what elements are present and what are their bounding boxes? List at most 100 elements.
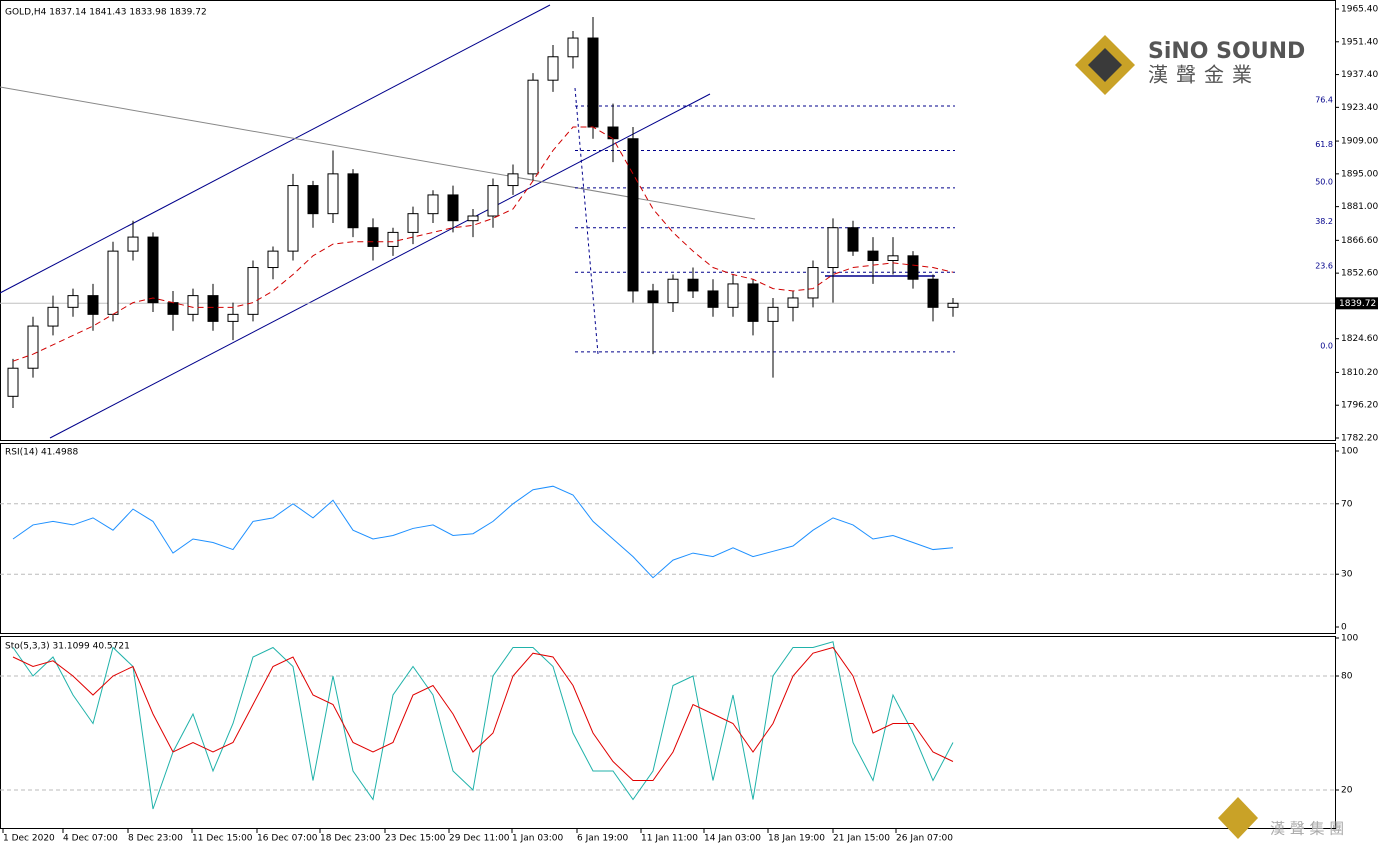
candle-body: [867, 250, 879, 261]
candle-body: [927, 278, 939, 308]
candle-body: [887, 255, 899, 261]
candle-body: [227, 313, 239, 322]
y-tick-label: 1909.00: [1341, 137, 1378, 147]
candle-body: [287, 185, 299, 252]
candle-body: [407, 213, 419, 233]
candle-body: [527, 79, 539, 175]
x-tick-label: 14 Jan 03:00: [704, 834, 761, 844]
stochastic-panel: [0, 636, 1336, 829]
last-price-box: [1336, 297, 1378, 310]
candle-body: [587, 37, 599, 128]
candle-body: [147, 236, 159, 304]
logo: SiNO SOUND 漢聲金業 漢 聲 集 團: [1075, 35, 1344, 839]
rsi-title: RSI(14) 41.4988: [5, 448, 78, 458]
x-tick-label: 18 Jan 19:00: [768, 834, 825, 844]
rsi-line: [12, 485, 954, 579]
y-tick-label: 1852.60: [1341, 269, 1378, 279]
x-tick-label: 26 Jan 07:00: [896, 834, 953, 844]
candle-body: [327, 173, 339, 215]
fib-label: 0.0: [1320, 341, 1333, 350]
x-tick-label: 8 Dec 23:00: [128, 834, 183, 844]
x-tick-label: 16 Dec 07:00: [257, 834, 318, 844]
candle-body: [347, 173, 359, 229]
channel-lower: [49, 93, 711, 439]
candle-body: [487, 185, 499, 217]
y-tick-label: 80: [1341, 672, 1353, 682]
candle-body: [447, 194, 459, 222]
candle-body: [427, 194, 439, 215]
candle-body: [747, 283, 759, 322]
y-tick-label: 1895.00: [1341, 169, 1378, 179]
y-tick-label: 1951.40: [1341, 37, 1378, 47]
candle-body: [47, 306, 59, 327]
x-tick-label: 4 Dec 07:00: [63, 834, 118, 844]
candle-body: [187, 295, 199, 315]
candle-body: [87, 295, 99, 315]
logo-mark-inner: [1088, 48, 1122, 82]
candle-body: [167, 302, 179, 315]
candle-body: [467, 215, 479, 222]
candle-body: [727, 283, 739, 308]
logo-chinese: 漢聲金業: [1148, 63, 1260, 87]
candle-body: [807, 267, 819, 299]
candle-body: [127, 236, 139, 252]
candle-body: [27, 325, 39, 369]
y-tick-label: 1796.20: [1341, 401, 1378, 411]
y-tick-label: 30: [1341, 570, 1353, 580]
candle-body: [247, 267, 259, 315]
footer-mark: [1218, 797, 1258, 839]
x-tick-label: 29 Dec 11:00: [449, 834, 510, 844]
y-tick-label: 1866.60: [1341, 236, 1378, 246]
y-tick-label: 70: [1341, 499, 1353, 509]
y-tick-label: 100: [1341, 634, 1358, 644]
candle-body: [687, 278, 699, 292]
candle-body: [207, 295, 219, 322]
fib-label: 50.0: [1315, 177, 1333, 186]
fib-label: 23.6: [1315, 262, 1333, 271]
x-tick-label: 11 Dec 15:00: [192, 834, 253, 844]
y-tick-label: 1881.00: [1341, 202, 1378, 212]
y-tick-label: 1824.60: [1341, 334, 1378, 344]
x-tick-label: 1 Dec 2020: [3, 834, 55, 844]
candle-body: [267, 250, 279, 269]
candle-body: [787, 297, 799, 308]
candle-body: [907, 255, 919, 280]
y-tick-label: 1937.40: [1341, 70, 1378, 80]
candle-body: [567, 37, 579, 58]
y-tick-label: 1810.20: [1341, 368, 1378, 378]
candle-body: [707, 290, 719, 308]
stochastic-title: Sto(5,3,3) 31.1099 40.5721: [5, 642, 130, 652]
x-tick-label: 11 Jan 11:00: [641, 834, 698, 844]
y-tick-label: 1782.20: [1341, 434, 1378, 444]
candle-body: [627, 138, 639, 292]
candle-body: [947, 302, 959, 308]
fib-label: 76.4: [1315, 95, 1333, 104]
x-tick-label: 6 Jan 19:00: [577, 834, 629, 844]
candle-body: [847, 227, 859, 252]
y-tick-label: 1923.40: [1341, 103, 1378, 113]
fib-label: 61.8: [1315, 140, 1333, 149]
candle-body: [7, 367, 19, 397]
channel-upper: [0, 4, 551, 294]
y-tick-label: 20: [1341, 786, 1353, 796]
y-tick-label: 0: [1341, 623, 1347, 633]
fib-label: 38.2: [1315, 217, 1333, 226]
candle-body: [667, 278, 679, 304]
x-tick-label: 18 Dec 23:00: [320, 834, 381, 844]
candle-body: [507, 173, 519, 187]
last-price-label: 1839.72: [1339, 299, 1376, 309]
series-line: [12, 641, 954, 810]
moving-average: [12, 126, 954, 362]
candle-body: [307, 185, 319, 215]
y-tick-label: 1965.40: [1341, 5, 1378, 15]
y-tick-label: 100: [1341, 447, 1358, 457]
candle-body: [647, 290, 659, 304]
candle-body: [367, 227, 379, 247]
candle-body: [547, 56, 559, 81]
candle-body: [67, 295, 79, 308]
fib-base: [574, 87, 599, 355]
series-line: [12, 646, 954, 781]
x-tick-label: 23 Dec 15:00: [385, 834, 446, 844]
